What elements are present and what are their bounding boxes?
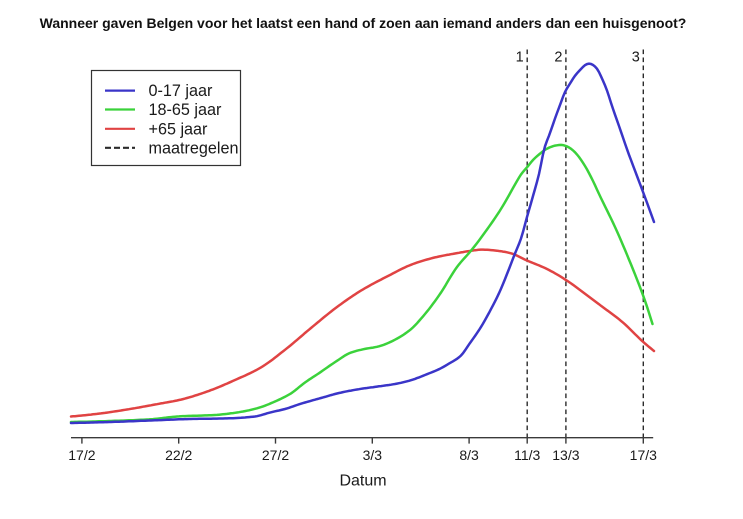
svg-text:Wanneer gaven Belgen voor het: Wanneer gaven Belgen voor het laatst een… (40, 15, 687, 31)
svg-text:18-65 jaar: 18-65 jaar (149, 101, 223, 119)
svg-text:27/2: 27/2 (262, 447, 289, 463)
svg-text:+65 jaar: +65 jaar (149, 120, 209, 138)
svg-text:0-17 jaar: 0-17 jaar (149, 82, 213, 100)
svg-text:2: 2 (554, 50, 562, 66)
svg-text:1: 1 (516, 50, 524, 66)
svg-text:Datum: Datum (339, 473, 386, 490)
svg-text:17/3: 17/3 (630, 447, 657, 463)
svg-text:17/2: 17/2 (68, 447, 95, 463)
svg-text:3/3: 3/3 (363, 447, 383, 463)
svg-text:22/2: 22/2 (165, 447, 192, 463)
svg-text:11/3: 11/3 (514, 447, 540, 463)
svg-text:8/3: 8/3 (459, 447, 479, 463)
svg-text:13/3: 13/3 (552, 447, 579, 463)
svg-text:maatregelen: maatregelen (149, 139, 239, 157)
svg-text:3: 3 (632, 50, 640, 66)
